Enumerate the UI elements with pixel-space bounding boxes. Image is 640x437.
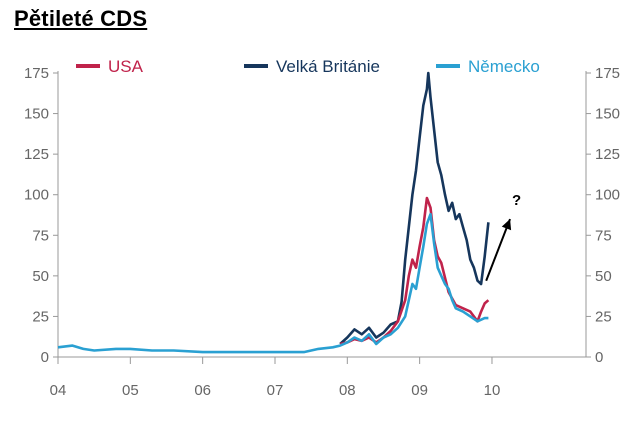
y-tick-label-left: 75 xyxy=(32,227,49,244)
y-axis-left-ticks: 0 25 50 75 100 125 150 175 xyxy=(24,65,58,366)
series-lines xyxy=(57,71,490,354)
legend-label: Velká Británie xyxy=(276,57,380,76)
chart-title: Pětileté CDS xyxy=(14,6,148,31)
annotation-arrow-head xyxy=(501,219,512,231)
series-line-2 xyxy=(57,212,489,354)
x-tick-label: 09 xyxy=(411,382,428,399)
legend-label: Německo xyxy=(468,57,540,76)
y-tick-label-right: 175 xyxy=(595,65,620,82)
x-axis-ticks: 04 05 06 07 08 09 10 xyxy=(50,357,501,399)
x-tick-label: 05 xyxy=(122,382,139,399)
y-tick-label-right: 75 xyxy=(595,227,612,244)
legend-label: USA xyxy=(108,57,144,76)
y-axis-right-ticks: 0 25 50 75 100 125 150 175 xyxy=(586,65,620,366)
series-line-1 xyxy=(339,71,490,345)
y-tick-label-right: 50 xyxy=(595,268,612,285)
y-tick-label-right: 25 xyxy=(595,308,612,325)
annotation-arrow-line xyxy=(485,218,511,282)
y-tick-label-right: 0 xyxy=(595,349,603,366)
series-line-0 xyxy=(339,196,490,346)
y-tick-label-right: 100 xyxy=(595,187,620,204)
annotation-label: ? xyxy=(512,192,521,209)
annotation: ? xyxy=(485,192,521,282)
y-tick-label-right: 125 xyxy=(595,146,620,163)
x-tick-label: 04 xyxy=(50,382,67,399)
y-tick-label-left: 125 xyxy=(24,146,49,163)
x-tick-label: 06 xyxy=(194,382,211,399)
x-tick-label: 10 xyxy=(484,382,501,399)
x-tick-label: 08 xyxy=(339,382,356,399)
y-tick-label-left: 100 xyxy=(24,187,49,204)
y-tick-label-left: 50 xyxy=(32,268,49,285)
y-tick-label-left: 175 xyxy=(24,65,49,82)
y-tick-label-left: 150 xyxy=(24,106,49,123)
x-tick-label: 07 xyxy=(267,382,284,399)
y-tick-label-left: 25 xyxy=(32,308,49,325)
y-tick-label-left: 0 xyxy=(41,349,49,366)
y-tick-label-right: 150 xyxy=(595,106,620,123)
legend: USA Velká Británie Německo xyxy=(76,57,540,76)
axes xyxy=(57,71,587,358)
